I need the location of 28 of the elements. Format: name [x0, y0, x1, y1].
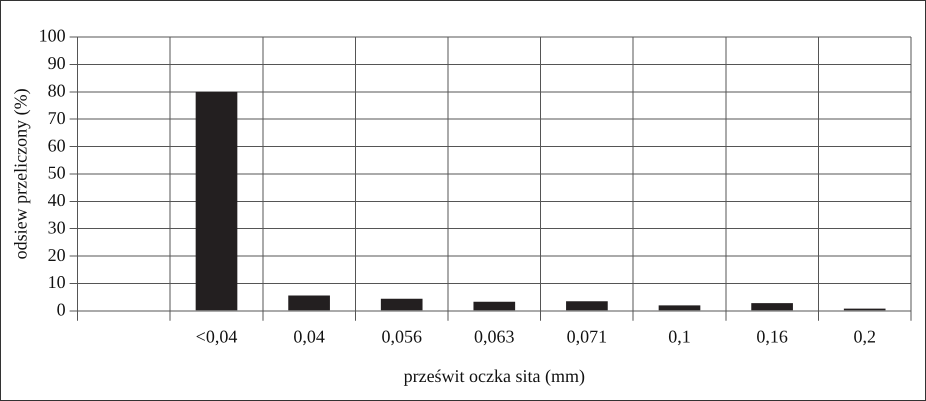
bar	[658, 305, 700, 310]
bar	[566, 301, 608, 310]
x-tick-label: 0,056	[381, 326, 422, 346]
bar	[288, 295, 330, 310]
y-tick-label: 40	[48, 190, 66, 210]
bar	[380, 298, 423, 310]
bar	[751, 303, 793, 310]
y-tick-label: 100	[38, 26, 66, 46]
y-tick-label: 20	[48, 244, 66, 265]
x-tick-label: <0,04	[196, 326, 238, 346]
y-tick-label: 90	[48, 53, 66, 74]
y-tick-label: 30	[48, 217, 66, 238]
y-tick-label: 60	[48, 135, 66, 156]
x-tick-label: 0,16	[756, 326, 788, 346]
x-tick-label: 0,1	[668, 326, 691, 346]
x-tick-label: 0,071	[566, 326, 608, 346]
y-tick-label: 70	[48, 108, 66, 128]
y-axis-title: odsiew przeliczony (%)	[10, 88, 31, 260]
bar	[196, 92, 238, 310]
x-axis-title: prześwit oczka sita (mm)	[404, 366, 586, 386]
bar	[473, 302, 516, 310]
y-tick-label: 80	[48, 80, 66, 100]
x-tick-label: 0,04	[293, 326, 325, 346]
y-tick-label: 10	[48, 272, 66, 292]
x-tick-label: 0,2	[853, 326, 876, 346]
y-tick-label: 0	[56, 300, 66, 320]
y-tick-label: 50	[48, 162, 66, 183]
x-tick-label: 0,063	[474, 326, 515, 346]
